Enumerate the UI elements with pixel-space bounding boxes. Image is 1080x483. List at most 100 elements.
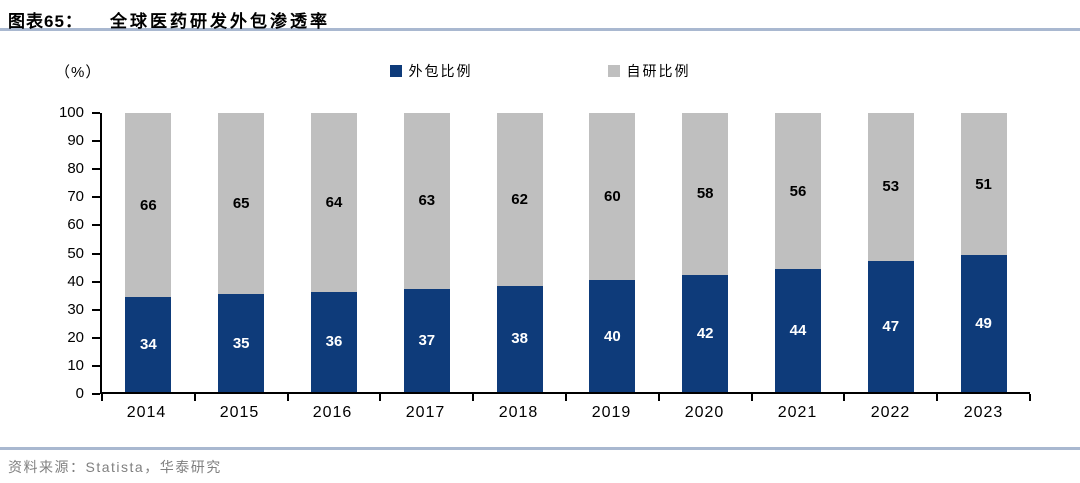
- x-tick-mark: [1029, 394, 1031, 401]
- bar-segment: 35: [218, 294, 265, 392]
- bar-value-label: 35: [232, 334, 250, 352]
- y-tick-mark: [92, 308, 100, 311]
- y-tick-label: 100: [58, 104, 84, 121]
- y-axis-unit-label: （%）: [55, 64, 102, 81]
- bar-value-label: 37: [418, 331, 436, 349]
- y-tick-label: 90: [67, 132, 84, 150]
- bar-segment: 40: [589, 280, 636, 392]
- x-tick-label: 2014: [126, 404, 167, 421]
- y-tick-label: 50: [67, 244, 84, 262]
- x-axis-labels: 2014 2015 2016 2017 2018 2019 2020 2021 2022 2023: [100, 404, 1030, 422]
- bar-value-label: 60: [604, 188, 621, 206]
- x-tick-label: 2020: [684, 404, 725, 421]
- y-tick-mark: [92, 196, 100, 199]
- y-tick-label: 10: [67, 356, 84, 374]
- x-tick-mark: [193, 394, 196, 401]
- x-tick-mark: [379, 394, 382, 401]
- bar-segment: 66: [125, 113, 172, 298]
- legend-swatch-icon: [607, 65, 620, 77]
- bar-column: 56 44: [752, 113, 845, 392]
- stacked-bar: 51 49: [960, 113, 1007, 392]
- stacked-bar: 65 35: [218, 113, 265, 392]
- bar-value-label: 34: [140, 336, 157, 354]
- source-footer: 资料来源：Statista，华泰研究: [0, 447, 1080, 483]
- y-tick-mark: [92, 168, 100, 171]
- y-tick-label: 60: [67, 216, 84, 234]
- x-tick-label: 2016: [312, 404, 353, 421]
- y-tick-mark: [92, 280, 100, 283]
- bar-segment: 37: [403, 288, 450, 392]
- x-tick-label: 2017: [405, 404, 446, 421]
- bar-column: 65 35: [195, 113, 288, 392]
- x-tick-mark: [101, 394, 103, 401]
- bar-segment: 34: [125, 297, 172, 392]
- bar-segment: 64: [310, 113, 357, 292]
- x-tick-mark: [472, 394, 475, 401]
- bar-segment: 44: [774, 269, 821, 392]
- y-tick-mark: [92, 252, 100, 255]
- y-tick-label: 80: [67, 160, 84, 178]
- bar-segment: 49: [960, 255, 1007, 392]
- bar-value-label: 53: [882, 178, 900, 196]
- bar-segment: 53: [867, 113, 914, 261]
- x-tick-mark: [657, 394, 660, 401]
- stacked-bar: 63 37: [403, 113, 450, 392]
- y-tick-label: 0: [75, 385, 84, 402]
- bar-value-label: 36: [325, 333, 343, 351]
- x-tick-mark: [750, 394, 753, 401]
- bar-value-label: 62: [511, 190, 528, 208]
- bar-value-label: 47: [882, 317, 900, 335]
- bar-segment: 51: [960, 113, 1007, 256]
- figure-header: 图表65： 全球医药研发外包渗透率: [0, 0, 1080, 31]
- legend-label: 自研比例: [626, 63, 691, 79]
- figure-title: 全球医药研发外包渗透率: [110, 12, 330, 31]
- x-tick-label: 2022: [870, 404, 911, 421]
- bar-column: 62 38: [473, 113, 566, 392]
- y-tick-mark: [92, 393, 100, 395]
- legend-item: 自研比例: [607, 61, 691, 81]
- plot-area: 66 34 65 35 64 36 63 37 62 38 60 40 58 42 56 44 53 47 51 49: [100, 113, 1031, 401]
- bar-segment: 60: [589, 113, 636, 281]
- bar-segment: 62: [496, 113, 543, 286]
- legend-item: 外包比例: [389, 61, 473, 81]
- bar-column: 66 34: [102, 113, 195, 392]
- y-tick-mark: [92, 336, 100, 339]
- bar-segment: 65: [218, 113, 265, 295]
- bar-segment: 42: [682, 274, 729, 392]
- bar-segment: 63: [403, 113, 450, 289]
- y-tick-mark: [92, 112, 100, 114]
- stacked-bar: 53 47: [867, 113, 914, 392]
- legend-swatch-icon: [389, 65, 402, 77]
- bar-value-label: 65: [232, 195, 250, 213]
- bar-value-label: 63: [418, 192, 436, 210]
- y-tick-label: 40: [67, 272, 84, 290]
- chart-legend: 外包比例 自研比例: [0, 61, 1080, 81]
- bar-segment: 47: [867, 260, 914, 392]
- y-tick-label: 20: [67, 328, 84, 346]
- bar-column: 58 42: [659, 113, 752, 392]
- legend-label: 外包比例: [408, 63, 473, 79]
- x-tick-mark: [565, 394, 567, 401]
- bar-column: 63 37: [380, 113, 473, 392]
- bar-column: 53 47: [844, 113, 937, 392]
- source-text: 资料来源：Statista，华泰研究: [8, 459, 222, 475]
- x-tick-mark: [286, 394, 289, 401]
- y-tick-mark: [92, 140, 100, 143]
- x-tick-label: 2021: [777, 404, 818, 421]
- x-tick-label: 2018: [498, 404, 539, 421]
- bar-value-label: 58: [696, 185, 714, 203]
- bar-value-label: 56: [789, 182, 807, 200]
- x-tick-label: 2015: [219, 404, 260, 421]
- figure-number: 图表65：: [8, 12, 83, 31]
- bar-value-label: 40: [604, 327, 621, 345]
- bar-value-label: 66: [140, 196, 157, 214]
- bar-value-label: 44: [789, 322, 807, 340]
- stacked-bar: 62 38: [496, 113, 543, 392]
- y-tick-mark: [92, 364, 100, 367]
- x-tick-label: 2023: [963, 404, 1004, 421]
- x-tick-label: 2019: [591, 404, 632, 421]
- y-tick-label: 70: [67, 188, 84, 206]
- bar-value-label: 38: [511, 330, 528, 348]
- stacked-bar: 64 36: [310, 113, 357, 392]
